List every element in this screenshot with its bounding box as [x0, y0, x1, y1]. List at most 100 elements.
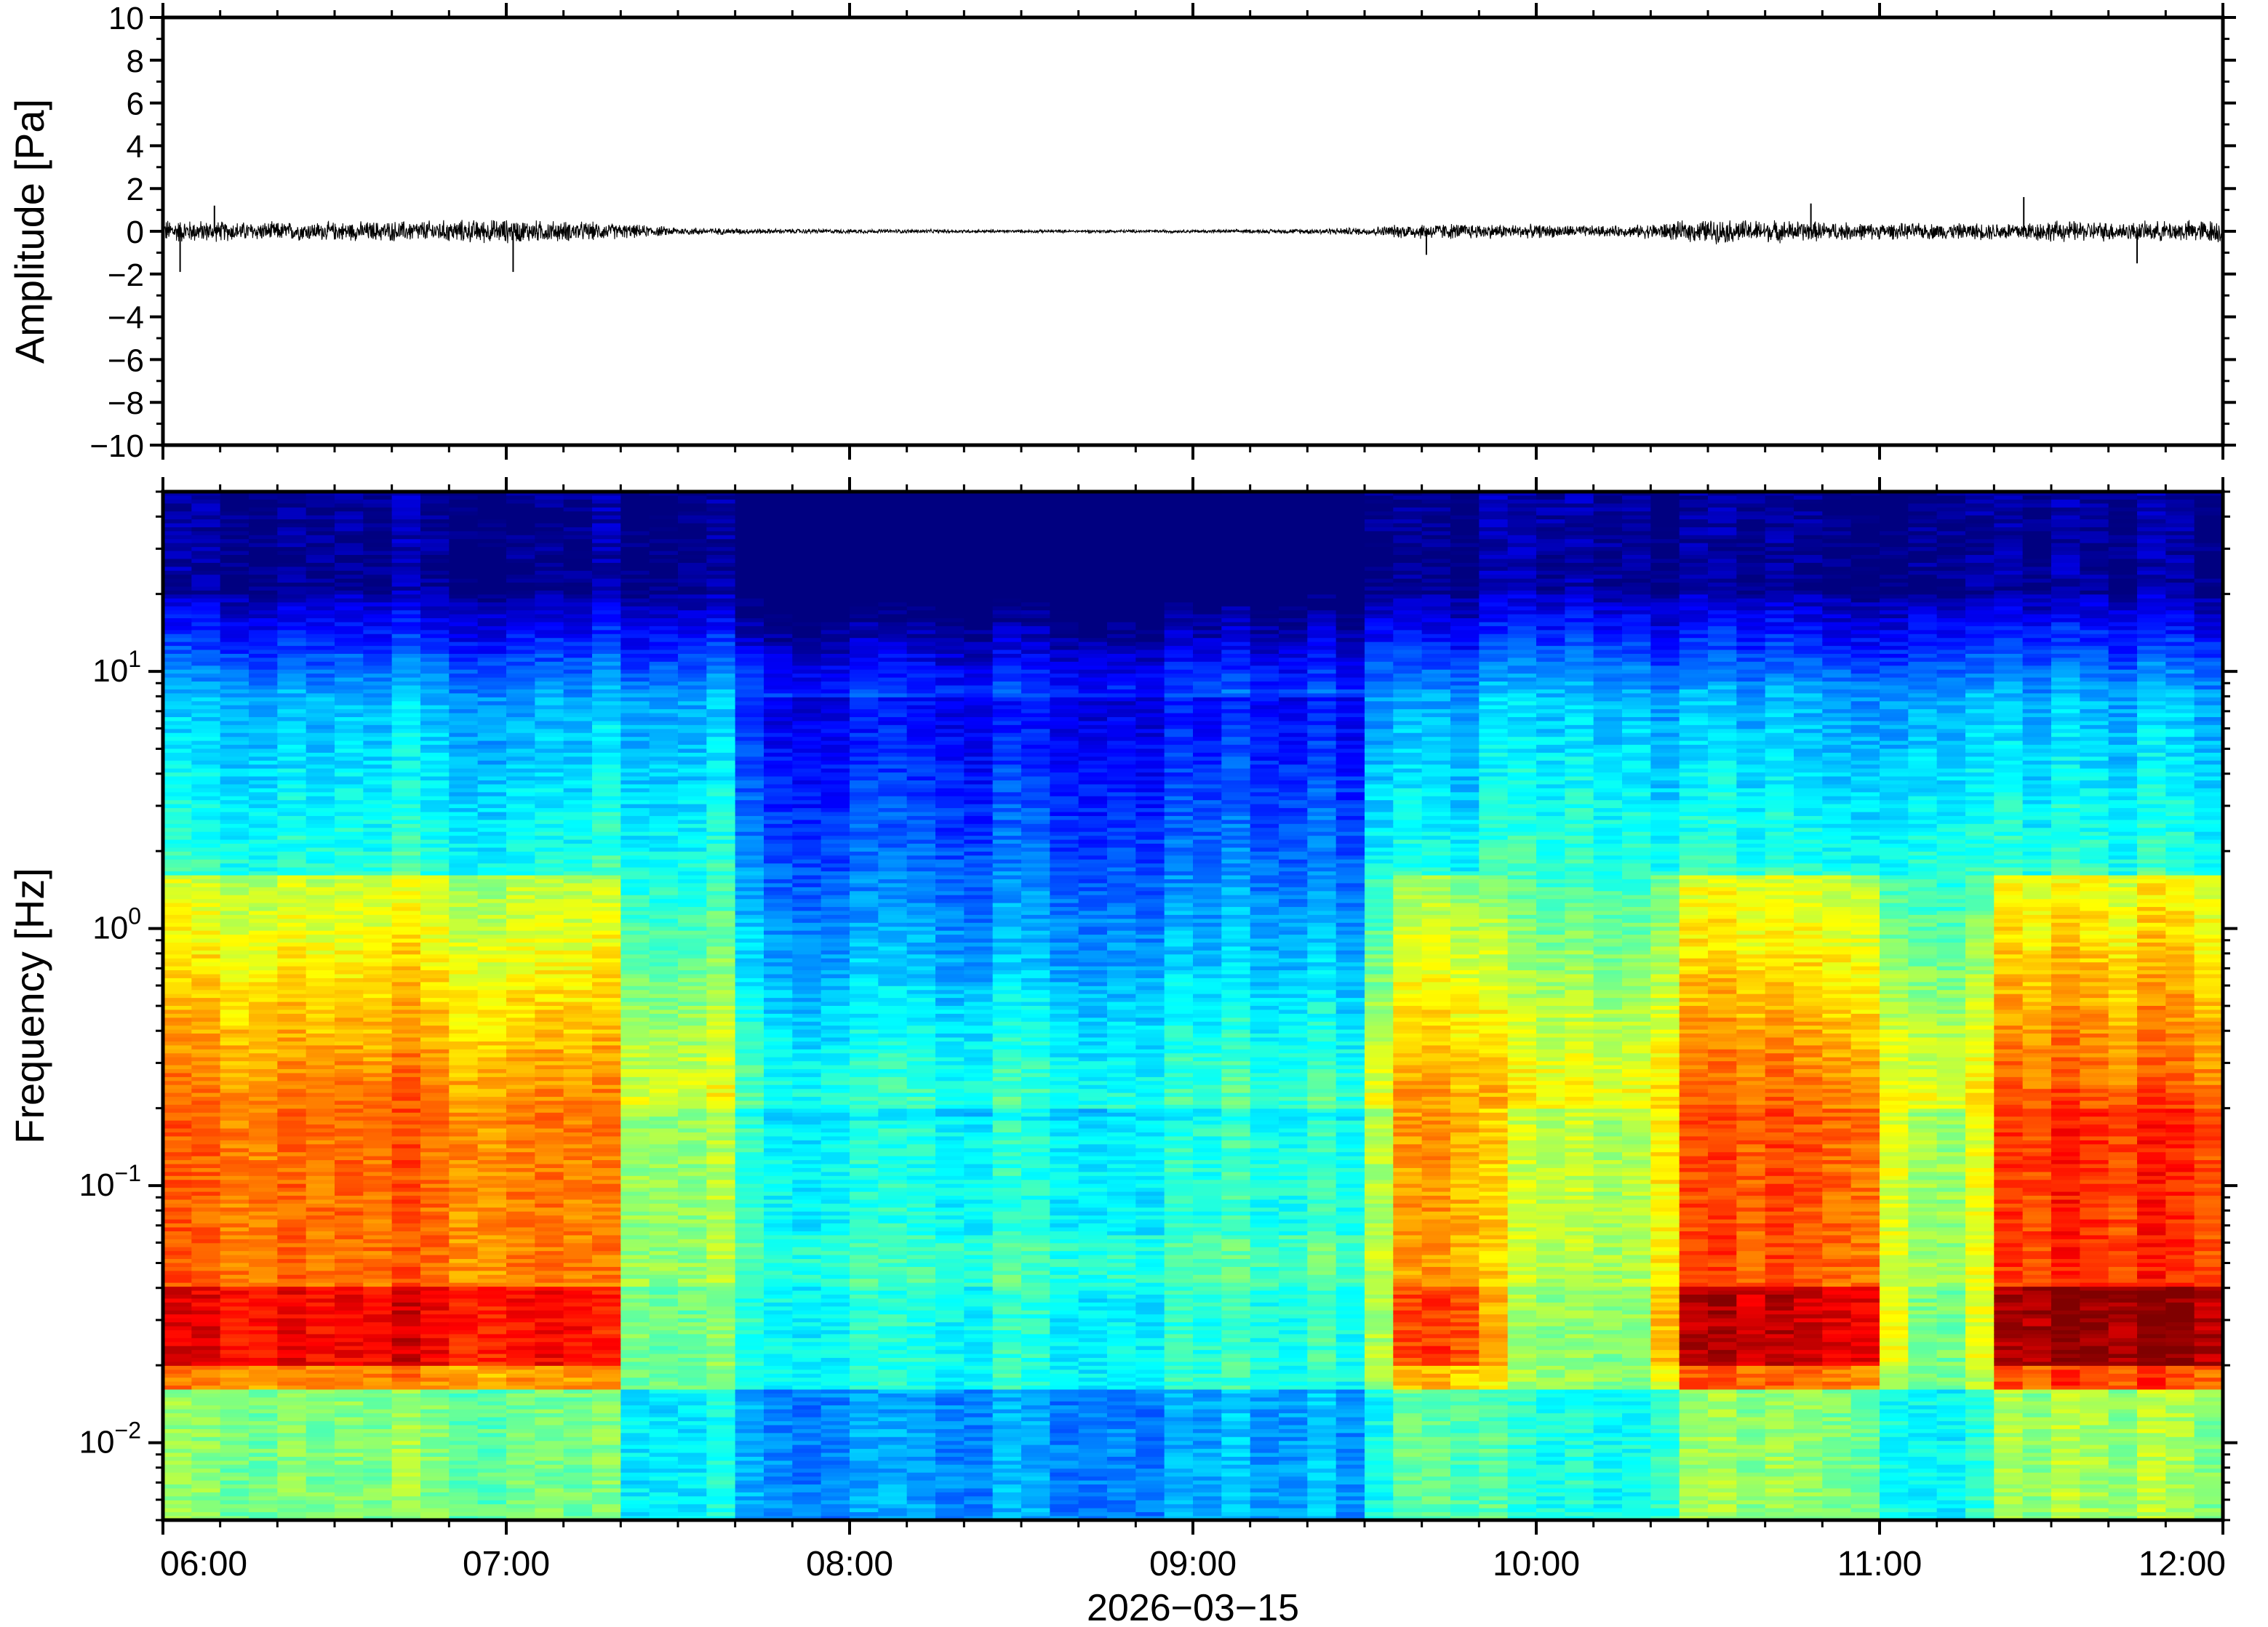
spectrogram-cell — [506, 1077, 535, 1082]
spectrogram-cell — [420, 792, 450, 796]
spectrogram-cell — [335, 1105, 364, 1109]
spectrogram-cell — [306, 1251, 335, 1255]
spectrogram-cell — [564, 1492, 593, 1497]
spectrogram-cell — [363, 1085, 392, 1090]
spectrogram-cell — [191, 646, 220, 650]
spectrogram-cell — [249, 1176, 278, 1180]
spectrogram-cell — [420, 1378, 450, 1382]
spectrogram-cell — [420, 575, 450, 579]
spectrogram-cell — [449, 844, 478, 848]
spectrogram-cell — [620, 1006, 650, 1010]
spectrogram-cell — [592, 1279, 621, 1283]
spectrogram-cell — [420, 543, 450, 548]
spectrogram-cell — [163, 1334, 192, 1338]
spectrogram-cell — [306, 1042, 335, 1046]
spectrogram-cell — [363, 1473, 392, 1477]
spectrogram-cell — [220, 1350, 249, 1354]
spectrogram-cell — [420, 495, 450, 500]
spectrogram-cell — [678, 615, 707, 619]
spectrogram-cell — [163, 630, 192, 634]
spectrogram-cell — [220, 1405, 249, 1410]
spectrogram-cell — [306, 1207, 335, 1212]
spectrogram-cell — [506, 753, 535, 757]
spectrogram-cell — [506, 855, 535, 860]
spectrogram-cell — [220, 967, 249, 971]
spectrogram-cell — [564, 1476, 593, 1481]
spectrogram-cell — [191, 1014, 220, 1018]
spectrogram-cell — [564, 1097, 593, 1101]
spectrogram-cell — [592, 1124, 621, 1129]
spectrogram-cell — [306, 840, 335, 844]
spectrogram-cell — [163, 559, 192, 563]
spectrogram-cell — [449, 583, 478, 587]
spectrogram-cell — [277, 571, 306, 575]
spectrogram-cell — [506, 1160, 535, 1164]
spectrogram-cell — [191, 986, 220, 991]
spectrogram-cell — [564, 855, 593, 860]
spectrogram-cell — [650, 1465, 679, 1469]
spectrogram-cell — [220, 1263, 249, 1268]
spectrogram-cell — [592, 1500, 621, 1505]
spectrogram-cell — [392, 1066, 421, 1070]
spectrogram-cell — [564, 599, 593, 603]
spectrogram-cell — [363, 729, 392, 733]
spectrogram-cell — [449, 796, 478, 801]
spectrogram-cell — [564, 654, 593, 658]
spectrogram-cell — [249, 1410, 278, 1414]
spectrogram-cell — [220, 883, 249, 887]
spectrogram-cell — [163, 571, 192, 575]
spectrogram-cell — [420, 1184, 450, 1188]
spectrogram-cell — [163, 626, 192, 631]
spectrogram-cell — [449, 1492, 478, 1497]
spectrogram-cell — [220, 1504, 249, 1508]
spectrogram-cell — [220, 1255, 249, 1260]
spectrogram-cell — [650, 1397, 679, 1402]
spectrogram-cell — [249, 1018, 278, 1022]
spectrogram-cell — [306, 1298, 335, 1303]
spectrogram-cell — [306, 1374, 335, 1378]
spectrogram-cell — [363, 1362, 392, 1366]
spectrogram-cell — [220, 1322, 249, 1327]
spectrogram-cell — [420, 1418, 450, 1422]
spectrogram-cell — [535, 1160, 564, 1164]
spectrogram-cell — [478, 531, 507, 535]
spectrogram-cell — [191, 559, 220, 563]
spectrogram-cell — [592, 946, 621, 951]
spectrogram-cell — [535, 1314, 564, 1319]
spectrogram-cell — [277, 717, 306, 721]
spectrogram-cell — [249, 1061, 278, 1066]
spectrogram-cell — [277, 543, 306, 548]
spectrogram-cell — [306, 511, 335, 516]
spectrogram-cell — [506, 923, 535, 927]
spectrogram-cell — [592, 753, 621, 757]
spectrogram-cell — [650, 701, 679, 705]
spectrogram-cell — [306, 626, 335, 631]
spectrogram-cell — [420, 646, 450, 650]
spectrogram-cell — [249, 1425, 278, 1429]
spectrogram-cell — [650, 769, 679, 773]
spectrogram-cell — [420, 1358, 450, 1362]
spectrogram-cell — [191, 717, 220, 721]
spectrogram-cell — [478, 1034, 507, 1038]
spectrogram-cell — [650, 1058, 679, 1062]
spectrogram-cell — [277, 1295, 306, 1299]
spectrogram-cell — [620, 903, 650, 908]
spectrogram-cell — [650, 935, 679, 939]
spectrogram-cell — [535, 701, 564, 705]
spectrogram-cell — [620, 1124, 650, 1129]
spectrogram-cell — [277, 927, 306, 931]
spectrogram-cell — [163, 808, 192, 812]
spectrogram-cell — [363, 891, 392, 895]
spectrogram-cell — [678, 725, 707, 729]
spectrogram-cell — [220, 1192, 249, 1196]
spectrogram-cell — [363, 1481, 392, 1485]
spectrogram-cell — [592, 1132, 621, 1137]
spectrogram-cell — [163, 575, 192, 579]
spectrogram-cell — [277, 1468, 306, 1473]
spectrogram-cell — [449, 662, 478, 666]
spectrogram-cell — [277, 527, 306, 532]
spectrogram-cell — [449, 1089, 478, 1093]
spectrogram-cell — [564, 1215, 593, 1220]
spectrogram-cell — [478, 1199, 507, 1204]
spectrogram-cell — [506, 935, 535, 939]
